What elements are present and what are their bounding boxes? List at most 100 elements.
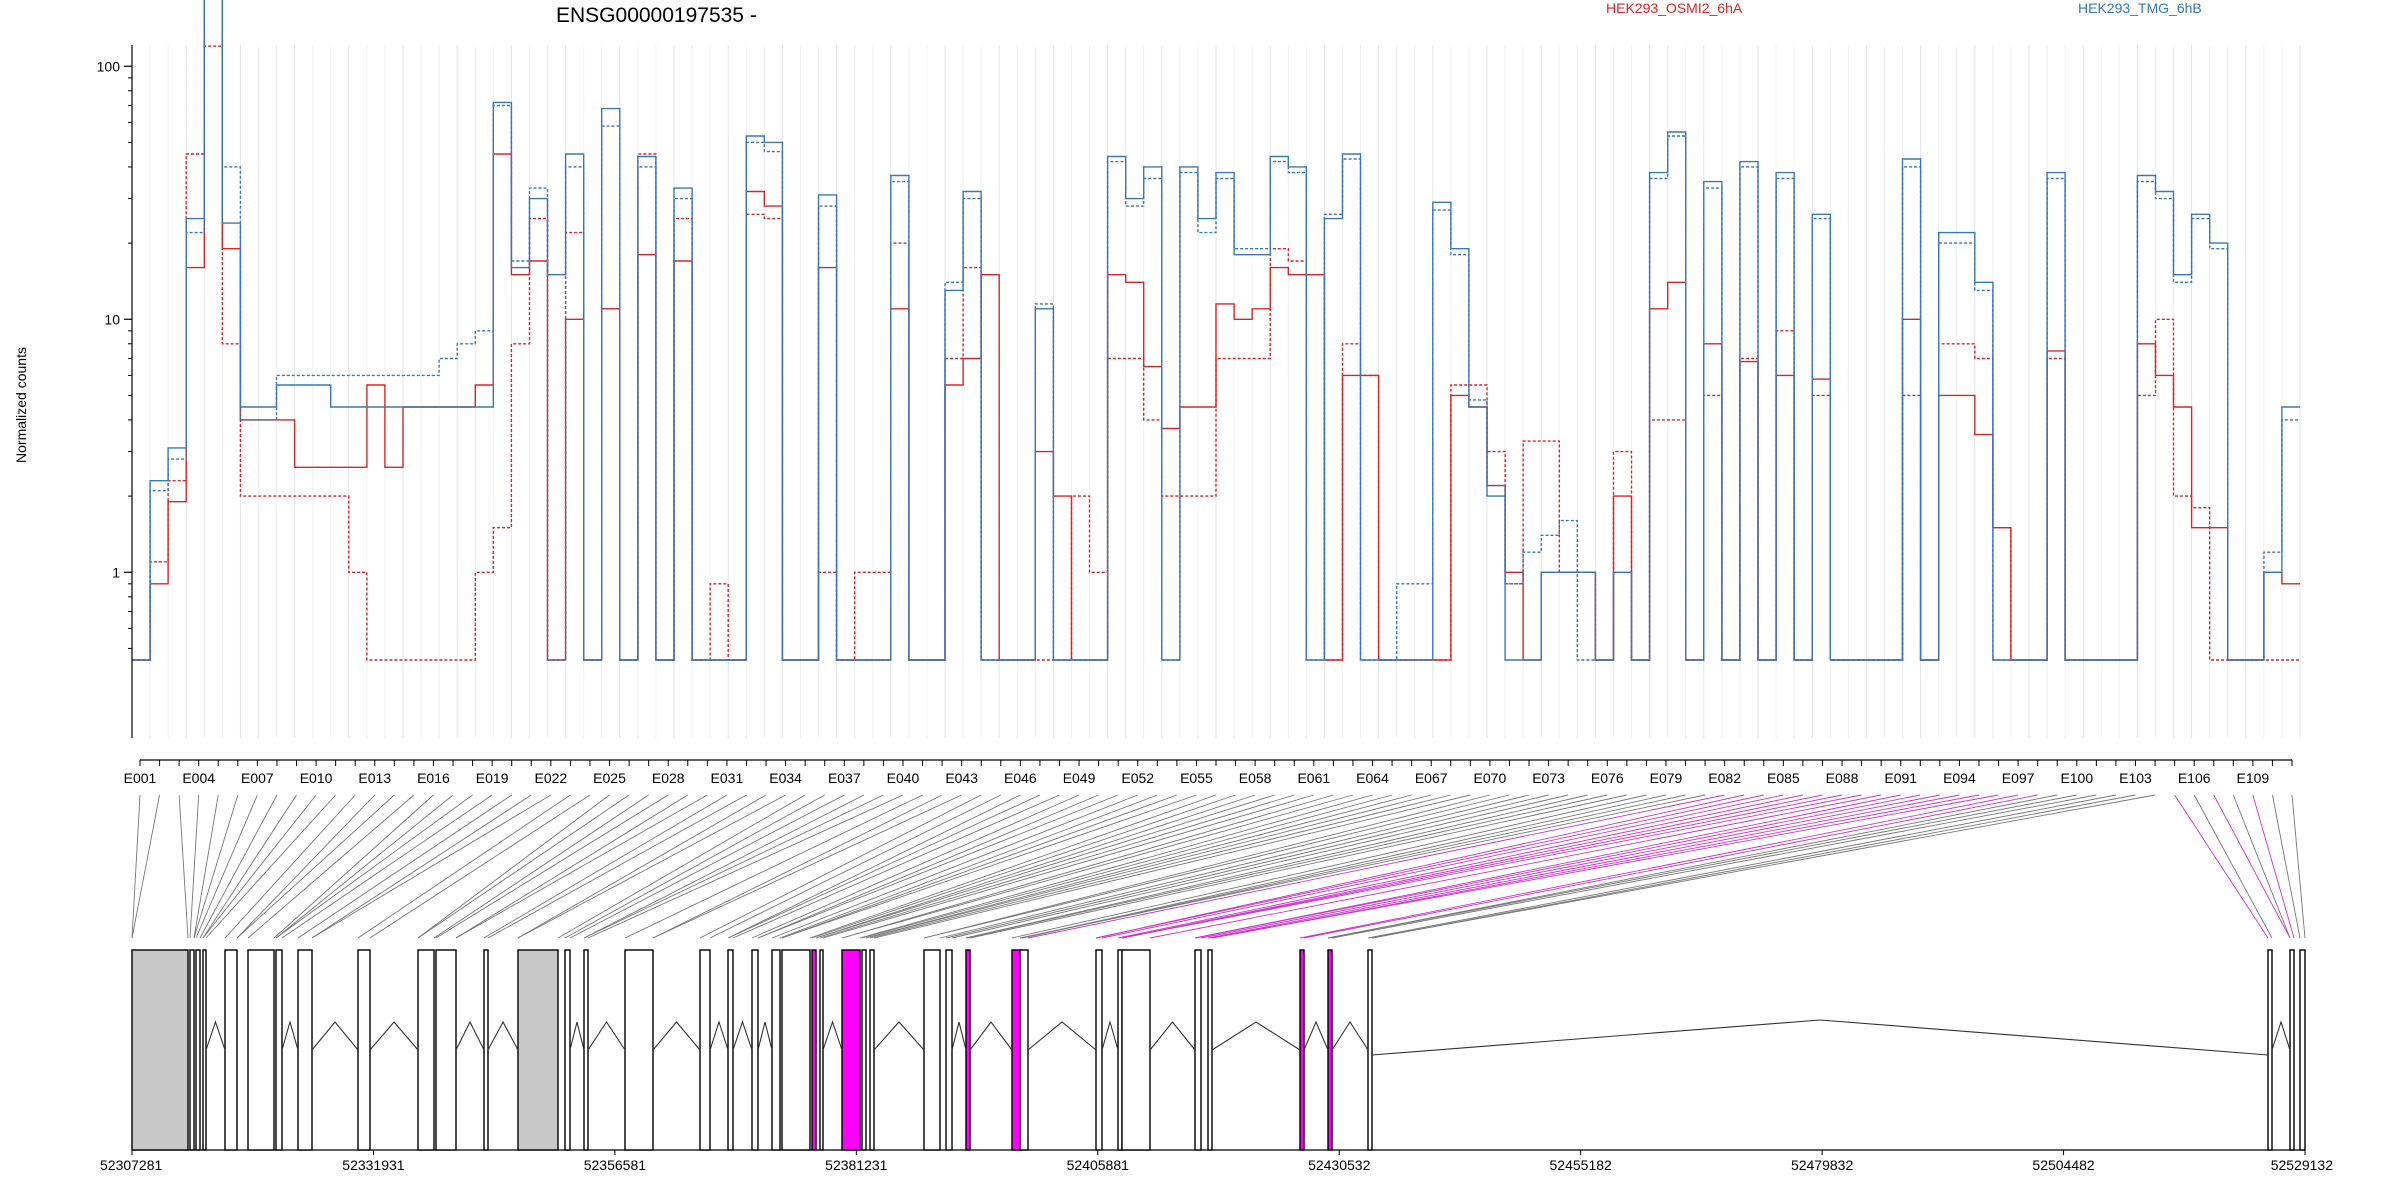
exon-block bbox=[811, 949, 817, 1151]
exon-connector bbox=[435, 794, 669, 939]
exon-block bbox=[751, 949, 759, 1151]
exon-block bbox=[1299, 949, 1305, 1151]
exon-connector bbox=[178, 794, 189, 939]
exon-connector bbox=[779, 794, 1158, 939]
exon-label: E013 bbox=[358, 770, 391, 786]
legend-entry-tmg: HEK293_TMG_6hB bbox=[2078, 0, 2202, 16]
exon-block bbox=[923, 949, 941, 1151]
exon-label: E001 bbox=[124, 770, 157, 786]
exon-connector bbox=[587, 794, 904, 939]
exon-block bbox=[202, 949, 207, 1151]
exon-block bbox=[357, 949, 371, 1151]
exon-connector bbox=[819, 794, 1295, 939]
exon-label: E034 bbox=[769, 770, 802, 786]
exon-connector bbox=[841, 794, 1354, 939]
exon-block bbox=[1207, 949, 1213, 1151]
exon-block bbox=[965, 949, 971, 1151]
exon-label: E004 bbox=[182, 770, 215, 786]
exon-label: E010 bbox=[300, 770, 333, 786]
exon-connector bbox=[873, 794, 1471, 939]
exon-label: E055 bbox=[1180, 770, 1213, 786]
exon-label: E040 bbox=[887, 770, 920, 786]
genomic-tick-label: 52430532 bbox=[1308, 1157, 1371, 1173]
exon-connector bbox=[1011, 794, 1647, 939]
exon-label: E082 bbox=[1708, 770, 1741, 786]
exon-label: E037 bbox=[828, 770, 861, 786]
exon-connector bbox=[1371, 794, 2136, 939]
exon-connector bbox=[2213, 794, 2291, 939]
exon-connector bbox=[709, 794, 1001, 939]
exon-connector bbox=[1303, 794, 2038, 939]
exon-label: E025 bbox=[593, 770, 626, 786]
exon-block bbox=[1367, 949, 1373, 1151]
exon-connector bbox=[311, 794, 532, 939]
exon-connector bbox=[236, 794, 395, 939]
exon-block bbox=[2299, 949, 2306, 1151]
exon-label: E106 bbox=[2178, 770, 2211, 786]
genomic-tick-label: 52455182 bbox=[1550, 1157, 1613, 1173]
exon-block bbox=[841, 949, 861, 1151]
exon-block bbox=[131, 949, 189, 1151]
legend-entry-osmi2: HEK293_OSMI2_6hA bbox=[1606, 0, 1743, 16]
exon-connector bbox=[199, 794, 278, 939]
exon-connector bbox=[1207, 794, 1960, 939]
exon-block bbox=[1327, 949, 1333, 1151]
exon-block bbox=[1095, 949, 1103, 1151]
exon-connectors bbox=[131, 794, 2306, 939]
exon-label: E046 bbox=[1004, 770, 1037, 786]
exon-label: E076 bbox=[1591, 770, 1624, 786]
genomic-tick-label: 52529132 bbox=[2271, 1157, 2334, 1173]
exon-block bbox=[435, 949, 457, 1151]
exon-label: E103 bbox=[2119, 770, 2152, 786]
exon-connector bbox=[195, 794, 258, 939]
exon-connector bbox=[1371, 794, 2156, 939]
exon-block bbox=[945, 949, 953, 1151]
exon-connector bbox=[727, 794, 1021, 939]
y-axis-label: Normalized counts bbox=[13, 347, 29, 463]
exon-connector bbox=[564, 794, 825, 939]
exon-label: E043 bbox=[945, 770, 978, 786]
exon-connector bbox=[1200, 794, 1940, 939]
exon-connector bbox=[583, 794, 884, 939]
exon-block bbox=[771, 949, 781, 1151]
exon-connector bbox=[1101, 794, 1784, 939]
exon-axis: E001 E004 E007 E010 E013 E016 E019 E022 E025 E028… bbox=[124, 759, 2293, 786]
exon-block bbox=[189, 949, 195, 1151]
exon-connector bbox=[275, 794, 454, 939]
exon-connector bbox=[699, 794, 982, 939]
exon-connector bbox=[815, 794, 1256, 939]
exon-connector bbox=[483, 794, 728, 939]
exon-connector bbox=[652, 794, 943, 939]
exon-connector bbox=[202, 794, 297, 939]
exon-connector bbox=[869, 794, 1451, 939]
exon-label: E088 bbox=[1826, 770, 1859, 786]
exon-label: E109 bbox=[2237, 770, 2270, 786]
exon-connector bbox=[357, 794, 571, 939]
exon-connector bbox=[1121, 794, 1862, 939]
exon-block bbox=[869, 949, 875, 1151]
exon-label: E019 bbox=[476, 770, 509, 786]
exon-connector bbox=[861, 794, 1393, 939]
exon-label: E028 bbox=[652, 770, 685, 786]
series-line-3 bbox=[132, 0, 2300, 661]
exon-label: E091 bbox=[1884, 770, 1917, 786]
exon-connector bbox=[841, 794, 1334, 939]
exon-connector bbox=[865, 794, 1412, 939]
exon-connector bbox=[815, 794, 1275, 939]
exon-label: E022 bbox=[534, 770, 567, 786]
exon-connector bbox=[624, 794, 923, 939]
exon-connector bbox=[771, 794, 1138, 939]
exon-label: E061 bbox=[1297, 770, 1330, 786]
exon-connector bbox=[1299, 794, 2019, 939]
exon-connector bbox=[2174, 794, 2269, 939]
exon-connector bbox=[965, 794, 1588, 939]
genomic-tick-label: 52356581 bbox=[584, 1157, 647, 1173]
exon-label: E031 bbox=[711, 770, 744, 786]
exon-block bbox=[2289, 949, 2295, 1151]
exon-connector bbox=[247, 794, 415, 939]
exon-label: E064 bbox=[1356, 770, 1389, 786]
exon-connector bbox=[2291, 794, 2306, 939]
exon-connector bbox=[569, 794, 845, 939]
exon-connector bbox=[417, 794, 630, 939]
